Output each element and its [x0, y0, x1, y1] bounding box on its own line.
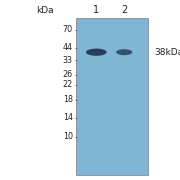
Text: 14: 14: [63, 113, 73, 122]
Ellipse shape: [86, 49, 107, 56]
Text: 70: 70: [63, 25, 73, 34]
Text: 2: 2: [121, 5, 127, 15]
Text: 22: 22: [63, 80, 73, 89]
Text: 38kDa: 38kDa: [154, 48, 180, 57]
Text: 18: 18: [63, 95, 73, 104]
Bar: [76, 18, 148, 175]
Text: 10: 10: [63, 132, 73, 141]
Ellipse shape: [116, 49, 132, 55]
Text: 44: 44: [63, 43, 73, 52]
Text: 33: 33: [63, 56, 73, 65]
Text: kDa: kDa: [36, 6, 54, 15]
Text: 1: 1: [93, 5, 99, 15]
Text: 26: 26: [63, 70, 73, 79]
